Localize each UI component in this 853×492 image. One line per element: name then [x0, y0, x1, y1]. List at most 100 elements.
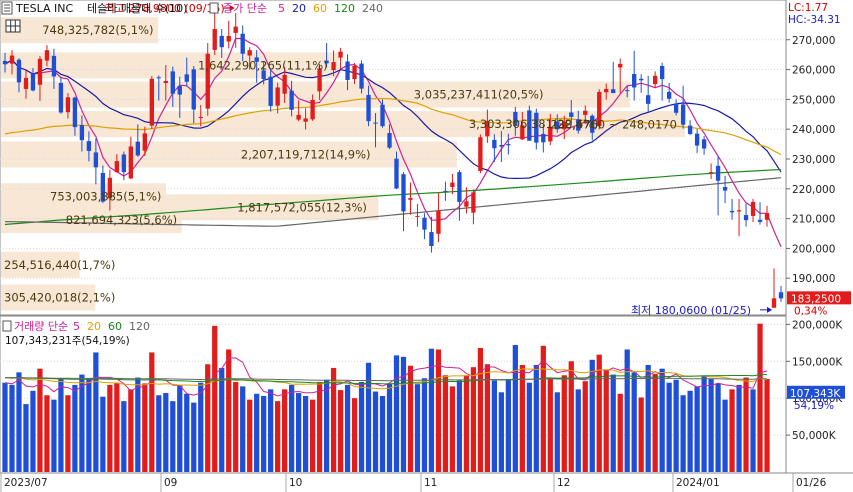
volume-bar [233, 381, 239, 472]
candle-body [394, 158, 399, 189]
candle-body [722, 187, 728, 191]
volume-bar [93, 352, 99, 472]
candle-body [471, 192, 476, 213]
volume-bar [484, 364, 490, 472]
candle-body [736, 210, 742, 212]
volume-bar [715, 383, 721, 472]
volume-profile-label: 305,420,018(2,1%) [4, 291, 115, 305]
volume-bar [386, 383, 393, 472]
volume-bar [296, 393, 302, 472]
candle-body [485, 120, 490, 137]
volume-bar [463, 375, 470, 472]
volume-bar [743, 377, 749, 472]
volume-bar [149, 352, 155, 472]
volume-profile-bar [1, 183, 167, 210]
volume-menu-icon[interactable] [2, 320, 12, 332]
candle-body [541, 133, 546, 143]
candle-body [429, 232, 434, 247]
volume-ma-120 [5, 377, 767, 382]
candle-body [170, 71, 175, 94]
candle-body [23, 77, 29, 89]
price-tick-label: 240,000 [792, 124, 835, 136]
x-tick-label: 01/26 [796, 477, 827, 489]
volume-bar [638, 397, 644, 472]
volume-profile-labels: 305,420,018(2,1%) 254,516,440(1,7%) 821,69… [4, 23, 598, 304]
volume-bar [23, 404, 29, 472]
volume-profile-label: 254,516,440(1,7%) [4, 258, 115, 272]
candle-body [499, 144, 504, 147]
volume-tick-label: 50,000K [792, 430, 837, 442]
candle-body [86, 141, 92, 151]
volume-bar [275, 401, 281, 472]
candle-body [338, 51, 343, 58]
volume-bar [86, 378, 92, 472]
volume-period-20: 20 [87, 320, 101, 333]
candle-body [701, 139, 707, 149]
candle-body [317, 68, 322, 92]
candle-body [177, 85, 182, 95]
volume-bar [421, 378, 428, 472]
volume-bar [435, 349, 442, 472]
candle-body [107, 177, 113, 199]
volume-bar [519, 364, 525, 472]
candle-body [555, 121, 560, 130]
volume-bar [575, 389, 581, 472]
candle-body [457, 172, 462, 202]
volume-bar [212, 325, 218, 472]
volume-bar [561, 375, 567, 472]
volume-axis: 50,000K100,000K150,000K200,000K107,343K5… [786, 319, 845, 442]
indicator-name: 테슬라 매물대 수(10) [87, 2, 187, 15]
volume-bar [582, 381, 588, 472]
candle-body [366, 94, 371, 122]
candle-body [128, 146, 134, 179]
ma-period-120: 120 [334, 2, 355, 15]
candle-body [611, 89, 616, 94]
candle-body [79, 125, 85, 141]
volume-bar [589, 359, 595, 472]
price-panel: 305,420,018(2,1%) 254,516,440(1,7%) 821,69… [0, 0, 787, 317]
candle-body [694, 133, 700, 146]
candle-body [387, 133, 392, 148]
volume-tick-label: 200,000K [792, 319, 843, 331]
volume-bar [247, 399, 253, 472]
volume-bar [72, 384, 78, 472]
range-annotation: 238,6760 ~ 248,0170 [550, 117, 677, 131]
volume-bar [135, 377, 141, 472]
volume-bar [79, 374, 85, 472]
hc-label: HC:-34.31 [788, 14, 841, 26]
candle-body [93, 152, 99, 168]
volume-bar [2, 382, 8, 472]
candle-body [478, 137, 483, 171]
candle-body [114, 161, 120, 173]
settings-icon[interactable] [209, 2, 219, 14]
volume-bar [596, 354, 602, 472]
candle-body [212, 29, 217, 50]
volume-period-5: 5 [73, 320, 80, 333]
volume-bar [121, 401, 127, 472]
candle-body [142, 133, 147, 151]
volume-ma-60 [4, 374, 768, 385]
candle-body [373, 122, 378, 124]
ma-period-5: 5 [278, 2, 285, 15]
x-tick-label: 2024/01 [676, 477, 720, 489]
volume-profile-bar [1, 251, 80, 278]
x-tick-label: 2023/07 [4, 477, 48, 489]
candle-body [534, 112, 539, 143]
volume-bar [51, 399, 57, 472]
candle-body [240, 33, 245, 54]
grid-icon[interactable] [5, 19, 21, 33]
candle-body [506, 144, 511, 146]
volume-profile-label: 2,207,119,712(14,9%) [241, 148, 371, 162]
candle-body [303, 118, 308, 122]
candlesticks [2, 12, 784, 308]
candle-body [548, 126, 553, 142]
volume-profile-label: 3,303,306,381(22,4%) [469, 117, 599, 131]
volume-bar [617, 393, 623, 472]
volume-bar [414, 384, 421, 472]
volume-value-label: 107,343,231주(54,19%) [5, 335, 130, 347]
volume-bar [624, 349, 630, 472]
current-price-tag [787, 291, 851, 305]
volume-bar [114, 382, 120, 472]
price-tick-label: 260,000 [792, 65, 835, 77]
volume-bar [191, 402, 197, 472]
